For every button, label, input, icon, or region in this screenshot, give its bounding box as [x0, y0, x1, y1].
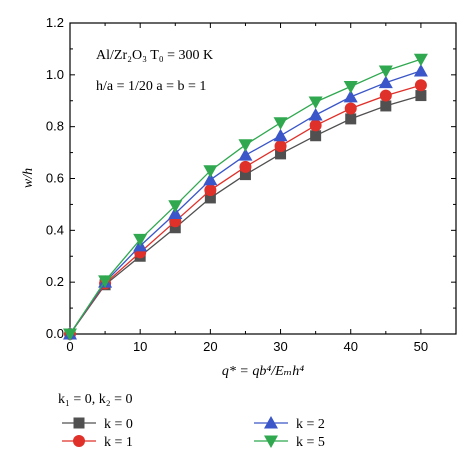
x-axis-label: q* = qb⁴/Eₘh⁴ [222, 364, 304, 379]
series-line [69, 70, 422, 335]
data-point [274, 140, 287, 153]
data-point [344, 102, 357, 115]
data-point [238, 139, 253, 152]
annotation-line-1: Al/Zr₂O₃ T₀ = 300 K [96, 48, 213, 63]
data-point [308, 108, 323, 121]
series-line [69, 94, 422, 335]
data-point [380, 100, 392, 112]
data-point [203, 172, 218, 186]
x-tick-label: 50 [414, 339, 428, 354]
data-point [345, 113, 357, 125]
legend-title: k₁ = 0, k₂ = 0 [58, 392, 133, 407]
data-point [204, 192, 216, 204]
data-point [308, 96, 323, 110]
y-tick-label: 0.8 [46, 119, 64, 134]
data-point [343, 89, 358, 103]
y-tick-label: 1.0 [46, 67, 64, 82]
legend: k₁ = 0, k₂ = 0 k = 0 k = 1 k = 2 k = 5 [58, 392, 325, 450]
x-tick-label: 0 [66, 339, 73, 354]
data-point [168, 206, 183, 219]
plot-frame [69, 22, 457, 335]
y-tick-label: 0.4 [46, 222, 64, 237]
y-tick-label: 0.6 [46, 171, 64, 186]
data-point [273, 117, 288, 130]
series-1 [64, 79, 427, 340]
legend-entry: k = 0 [62, 417, 133, 432]
data-point [413, 63, 428, 77]
legend-entry: k = 5 [254, 435, 325, 450]
data-point [98, 275, 113, 288]
x-tick-label: 10 [133, 339, 147, 354]
y-axis-label: w/h [21, 168, 36, 188]
legend-label: k = 5 [296, 435, 325, 450]
legend-marker [73, 435, 85, 447]
x-tick-label: 40 [343, 339, 357, 354]
axes [69, 22, 457, 335]
data-point [273, 128, 288, 142]
data-point [239, 160, 252, 173]
data-point [379, 89, 392, 102]
series-layer [63, 53, 428, 341]
series-2 [63, 63, 428, 340]
data-point [310, 130, 322, 142]
annotation-line-2: h/a = 1/20 a = b = 1 [96, 79, 206, 94]
data-point [133, 233, 148, 247]
annotations: Al/Zr₂O₃ T₀ = 300 K h/a = 1/20 a = b = 1 [96, 48, 213, 94]
data-point [204, 184, 217, 197]
data-point [238, 148, 253, 161]
data-point [415, 90, 427, 102]
data-point [414, 79, 427, 92]
y-tick-label: 0.2 [46, 274, 64, 289]
y-tick-label: 0.0 [46, 326, 64, 341]
data-point [239, 169, 251, 181]
series-line [69, 58, 422, 335]
data-point [63, 328, 77, 341]
data-point [203, 165, 218, 178]
data-point [413, 53, 428, 67]
legend-label: k = 2 [296, 417, 325, 432]
x-tick-label: 20 [203, 339, 217, 354]
legend-marker [73, 417, 85, 429]
legend-label: k = 1 [104, 435, 133, 450]
series-line [69, 84, 422, 335]
y-tick-label: 1.2 [46, 15, 64, 30]
data-point [275, 148, 287, 160]
data-point [343, 80, 358, 94]
data-point [378, 75, 393, 89]
data-point [169, 222, 181, 234]
legend-marker [264, 435, 278, 448]
tick-marks: 0 10 20 30 40 50 0.0 0.2 0.4 0.6 0.8 1.0 1.2 [46, 15, 456, 354]
legend-entry: k = 1 [62, 435, 133, 450]
x-tick-label: 30 [273, 339, 287, 354]
data-point [168, 200, 183, 213]
legend-marker [264, 416, 278, 429]
series-0 [64, 90, 427, 340]
data-point [309, 119, 322, 132]
series-3 [63, 53, 428, 341]
legend-entry: k = 2 [254, 416, 325, 432]
legend-label: k = 0 [104, 417, 133, 432]
data-point [378, 65, 393, 78]
